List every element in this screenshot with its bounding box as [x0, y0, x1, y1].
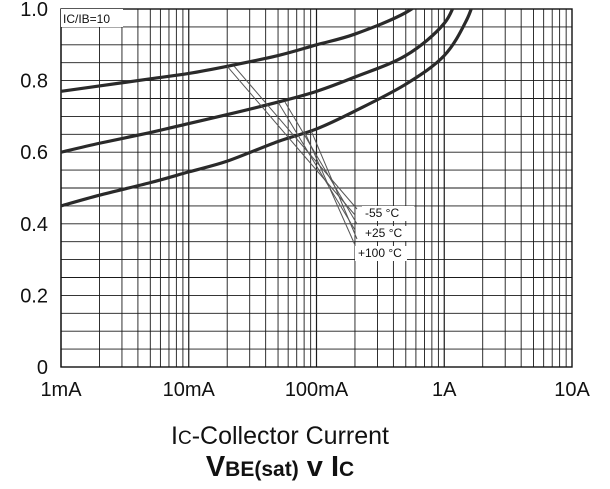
- label-part: I: [171, 422, 178, 450]
- legend-label-bg: [355, 246, 407, 261]
- legend-label-bg: [362, 226, 414, 241]
- series-line-1: [61, 9, 415, 93]
- condition-label: IC/IB=10: [63, 12, 110, 26]
- legend-leader-line: [277, 101, 356, 231]
- x-tick-label: 10A: [554, 379, 590, 401]
- label-part: -Collector Current: [192, 422, 389, 450]
- legend-leader-line: [284, 101, 358, 225]
- label-part: C: [178, 428, 192, 449]
- y-tick-label: 1.0: [20, 0, 48, 21]
- x-tick-label: 1A: [432, 379, 457, 401]
- y-tick-label: 0.8: [20, 71, 48, 93]
- x-axis-label: IC-Collector Current: [171, 422, 389, 450]
- chart-title: VBE(sat) v IC: [206, 451, 354, 483]
- y-tick-label: 0.4: [20, 214, 48, 236]
- x-tick-label: 10mA: [163, 379, 216, 401]
- series-line-2: [61, 9, 455, 154]
- legend-label: -55 °C: [365, 206, 399, 220]
- y-tick-label: 0: [37, 357, 48, 379]
- y-tick-label: 0.2: [20, 285, 48, 307]
- label-part: V: [206, 451, 226, 483]
- legend-label: +100 °C: [358, 246, 402, 260]
- legend-leader-line: [310, 130, 358, 240]
- x-tick-label: 1mA: [40, 379, 82, 401]
- plot-frame: [60, 8, 573, 368]
- curve-layer: [61, 9, 473, 208]
- legend-label-bg: [362, 206, 414, 221]
- grid-layer: [60, 8, 572, 368]
- legend-leader-line: [233, 65, 358, 210]
- condition-label-box: [61, 9, 123, 27]
- label-part: C: [339, 458, 354, 481]
- label-part: I: [331, 451, 339, 483]
- legend-label: +25 °C: [365, 226, 402, 240]
- legend-leader-line: [226, 65, 356, 216]
- legend-leader-line: [303, 130, 356, 246]
- y-tick-label: 0.6: [20, 142, 48, 164]
- tick-label-layer: 1mA 10mA 100mA 1A 10A 0 0.2 0.4 0.6 0.8 1.0: [20, 0, 590, 401]
- legend-leader-layer: -55 °C +25 °C +100 °C: [226, 65, 414, 261]
- x-tick-label: 100mA: [285, 379, 349, 401]
- label-part: v: [299, 451, 331, 483]
- label-part: BE(sat): [225, 458, 299, 481]
